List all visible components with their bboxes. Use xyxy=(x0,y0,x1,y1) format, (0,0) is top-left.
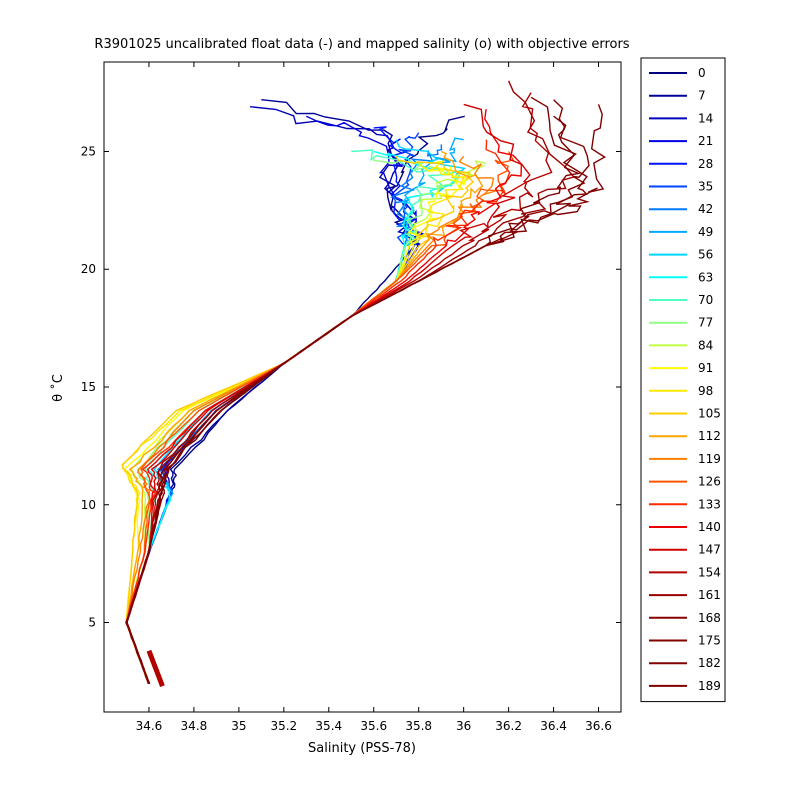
legend-label: 140 xyxy=(698,520,721,534)
profile-line-6 xyxy=(125,144,443,684)
y-tick-label: 5 xyxy=(88,616,96,630)
legend-label: 70 xyxy=(698,293,713,307)
legend-label: 77 xyxy=(698,316,713,330)
legend-label: 168 xyxy=(698,611,721,625)
profile-line-24 xyxy=(125,99,590,684)
profile-line-5 xyxy=(125,132,420,684)
legend-label: 112 xyxy=(698,429,721,443)
profile-line-21 xyxy=(125,103,531,684)
legend-label: 189 xyxy=(698,679,721,693)
legend-label: 49 xyxy=(698,225,713,239)
legend: 0 7 14 21 28 35 42 49 56 63 70 77 84 91 98 105 112 119 126… xyxy=(640,57,726,703)
legend-label: 28 xyxy=(698,157,713,171)
profile-line-11 xyxy=(125,156,460,684)
x-tick-label: 35.8 xyxy=(405,719,432,733)
x-tick-label: 36 xyxy=(456,719,471,733)
profile-line-25 xyxy=(126,104,607,684)
profile-line-1 xyxy=(125,99,422,684)
legend-label: 42 xyxy=(698,202,713,216)
legend-label: 14 xyxy=(698,111,713,125)
profile-line-26 xyxy=(126,96,589,685)
legend-label: 175 xyxy=(698,634,721,648)
legend-label: 126 xyxy=(698,475,721,489)
profile-line-27 xyxy=(126,115,581,684)
legend-label: 0 xyxy=(698,66,706,80)
legend-label: 105 xyxy=(698,407,721,421)
legend-label: 63 xyxy=(698,270,713,284)
y-tick-label: 20 xyxy=(81,262,96,276)
legend-label: 91 xyxy=(698,361,713,375)
plot-frame xyxy=(103,61,622,713)
legend-label: 98 xyxy=(698,384,713,398)
x-tick-label: 34.8 xyxy=(181,719,208,733)
profile-line-8 xyxy=(125,139,467,684)
profile-line-3 xyxy=(125,115,426,684)
legend-label: 7 xyxy=(698,89,706,103)
profile-line-4 xyxy=(125,126,421,684)
legend-label: 182 xyxy=(698,656,721,670)
x-tick-label: 34.6 xyxy=(136,719,163,733)
legend-label: 133 xyxy=(698,497,721,511)
deep-cluster-line xyxy=(146,649,165,687)
profile-line-16 xyxy=(125,150,484,684)
x-tick-label: 35 xyxy=(231,719,246,733)
legend-label: 56 xyxy=(698,248,713,262)
x-tick-label: 35.2 xyxy=(270,719,297,733)
y-axis: 5 10 15 20 25 xyxy=(81,144,621,630)
y-axis-label: θ ˚C xyxy=(50,374,66,402)
legend-label: 35 xyxy=(698,180,713,194)
x-axis-label: Salinity (PSS-78) xyxy=(308,741,416,756)
y-tick-label: 25 xyxy=(81,144,96,158)
x-tick-label: 36.2 xyxy=(495,719,522,733)
profile-line-20 xyxy=(125,109,523,684)
x-axis: 34.6 34.8 35 35.2 35.4 35.6 35.8 36 36.2 36.4 36.6 xyxy=(136,62,612,733)
y-tick-label: 10 xyxy=(81,498,96,512)
legend-label: 161 xyxy=(698,588,721,602)
chart-title: R3901025 uncalibrated float data (-) and… xyxy=(94,37,629,52)
legend-box xyxy=(640,57,726,703)
profile-line-2 xyxy=(125,106,419,684)
legend-label: 21 xyxy=(698,134,713,148)
profile-line-0 xyxy=(126,115,465,684)
profile-line-22 xyxy=(125,92,553,684)
legend-label: 154 xyxy=(698,565,721,579)
x-tick-label: 36.6 xyxy=(585,719,612,733)
x-tick-label: 36.4 xyxy=(540,719,567,733)
legend-label: 147 xyxy=(698,543,721,557)
legend-label: 119 xyxy=(698,452,721,466)
legend-label: 84 xyxy=(698,338,713,352)
profile-line-15 xyxy=(121,155,475,684)
x-tick-label: 35.6 xyxy=(360,719,387,733)
plot-area xyxy=(121,80,607,687)
y-tick-label: 15 xyxy=(81,380,96,394)
x-tick-label: 35.4 xyxy=(315,719,342,733)
